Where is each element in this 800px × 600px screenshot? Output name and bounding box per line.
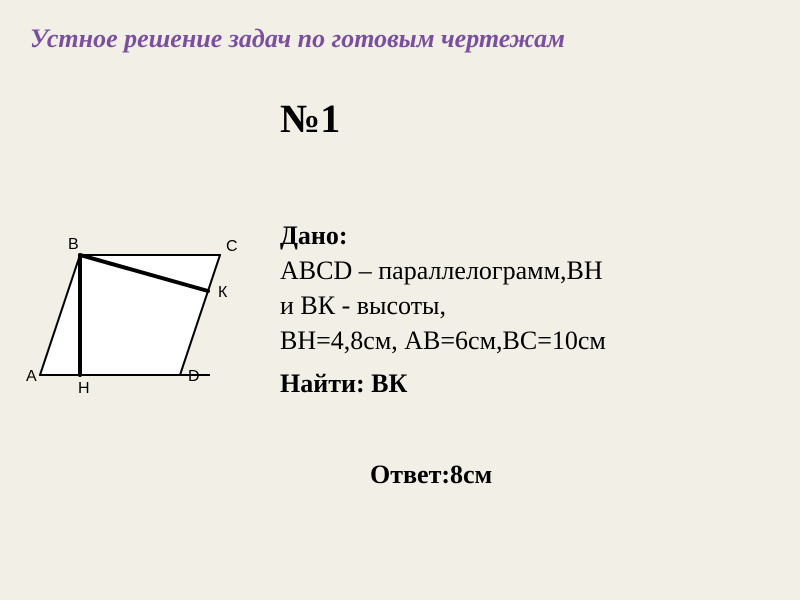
given-line-3: ВН=4,8см, АВ=6см,ВС=10см xyxy=(280,323,780,358)
geometry-diagram: А В С D Н К xyxy=(20,215,260,415)
given-line-1: АВСD – параллелограмм,ВН xyxy=(280,253,780,288)
vertex-label-C: С xyxy=(226,238,238,255)
vertex-label-B: В xyxy=(68,236,79,253)
find-label: Найти: xyxy=(280,369,365,398)
page-title: Устное решение задач по готовым чертежам xyxy=(30,24,565,54)
answer: Ответ:8см xyxy=(370,460,492,490)
vertex-label-D: D xyxy=(188,368,200,385)
given-line-2: и ВК - высоты, xyxy=(280,288,780,323)
vertex-label-A: А xyxy=(26,368,37,385)
problem-number: №1 xyxy=(280,95,340,142)
find-text: ВК xyxy=(365,369,408,398)
vertex-label-H: Н xyxy=(78,380,90,397)
problem-text: Дано: АВСD – параллелограмм,ВН и ВК - вы… xyxy=(280,218,780,401)
given-label: Дано: xyxy=(280,221,348,250)
vertex-label-K: К xyxy=(218,284,228,301)
